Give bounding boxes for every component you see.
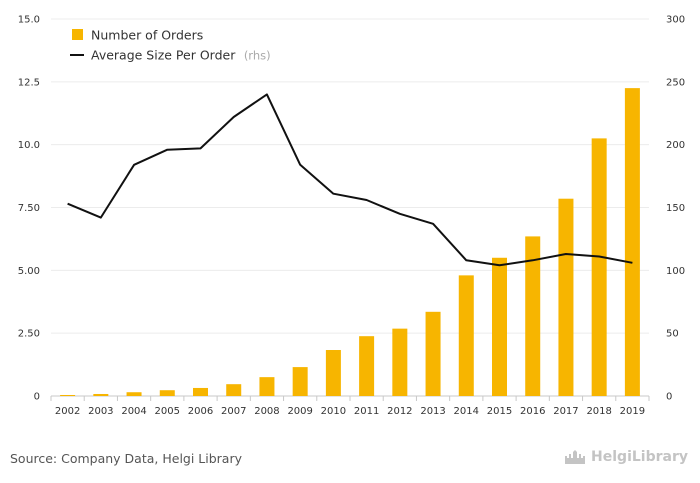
bar-number-of-orders [126, 392, 142, 396]
x-tick-label: 2004 [121, 406, 146, 417]
bar-number-of-orders [458, 275, 474, 396]
legend: Number of Orders Average Size Per Order … [70, 28, 271, 64]
legend-label-orders: Number of Orders [91, 28, 203, 43]
x-tick-label: 2011 [354, 406, 379, 417]
logo-text: HelgiLibrary [591, 449, 688, 465]
y-left-tick-label: 0 [34, 392, 40, 403]
x-tick-label: 2007 [221, 406, 246, 417]
bars [60, 88, 640, 396]
x-tick-label: 2014 [454, 406, 479, 417]
bar-number-of-orders [359, 336, 375, 396]
y-right-tick-label: 150 [666, 203, 685, 214]
bar-number-of-orders [558, 198, 574, 396]
bar-number-of-orders [525, 236, 541, 396]
x-tick-label: 2017 [553, 406, 578, 417]
left-axis: 0 2.50 5.00 7.50 10.0 12.5 15.0 [18, 15, 40, 403]
bar-number-of-orders [591, 138, 607, 396]
legend-label-avg-size-text: Average Size Per Order [91, 48, 236, 63]
x-tick-label: 2003 [88, 406, 113, 417]
y-right-tick-label: 300 [666, 15, 685, 26]
x-tick-label: 2010 [321, 406, 346, 417]
x-tick-label: 2006 [188, 406, 213, 417]
x-tick-label: 2015 [487, 406, 512, 417]
y-left-tick-label: 15.0 [18, 15, 40, 26]
bar-number-of-orders [425, 311, 441, 396]
bar-number-of-orders [159, 390, 175, 396]
x-tick-label: 2018 [586, 406, 611, 417]
x-tick-label: 2009 [287, 406, 312, 417]
y-right-tick-label: 100 [666, 266, 685, 277]
y-left-tick-label: 7.50 [18, 203, 40, 214]
bar-number-of-orders [292, 367, 308, 396]
helgi-library-logo[interactable]: HelgiLibrary [564, 449, 688, 465]
x-tick-label: 2019 [620, 406, 645, 417]
legend-label-avg-size: Average Size Per Order (rhs) [91, 47, 271, 64]
x-tick-label: 2005 [155, 406, 180, 417]
x-axis: 2002 2003 2004 2005 2006 2007 2008 2009 2010 2011… [50, 396, 650, 417]
y-left-tick-label: 5.00 [18, 266, 40, 277]
bar-number-of-orders [624, 88, 640, 396]
bar-number-of-orders [325, 350, 341, 396]
bar-number-of-orders [193, 387, 208, 396]
y-right-tick-label: 50 [666, 329, 679, 340]
source-note: Source: Company Data, Helgi Library [10, 451, 243, 466]
x-tick-label: 2012 [387, 406, 412, 417]
y-left-tick-label: 12.5 [18, 77, 40, 88]
legend-swatch-orders [72, 29, 83, 40]
line-layer [67, 93, 633, 267]
y-left-tick-label: 10.0 [18, 140, 40, 151]
bar-number-of-orders [93, 393, 109, 396]
right-axis: 0 50 100 150 200 250 300 [666, 15, 685, 403]
castle-icon [565, 450, 586, 464]
grid [51, 18, 649, 397]
bar-number-of-orders [392, 328, 408, 396]
x-tick-label: 2013 [420, 406, 445, 417]
legend-label-avg-size-note: (rhs) [244, 49, 271, 63]
bar-number-of-orders [226, 384, 242, 396]
y-right-tick-label: 0 [666, 392, 672, 403]
chart: 0 2.50 5.00 7.50 10.0 12.5 15.0 0 50 100 150 200 25… [18, 15, 685, 418]
bar-number-of-orders [492, 257, 507, 396]
bar-number-of-orders [259, 377, 275, 396]
bar-number-of-orders [60, 394, 76, 396]
y-left-tick-label: 2.50 [18, 329, 40, 340]
line-average-size-per-order [67, 93, 633, 267]
y-right-tick-label: 200 [666, 140, 685, 151]
x-tick-label: 2016 [520, 406, 545, 417]
x-tick-label: 2008 [254, 406, 279, 417]
x-tick-label: 2002 [55, 406, 80, 417]
y-right-tick-label: 250 [666, 77, 685, 88]
